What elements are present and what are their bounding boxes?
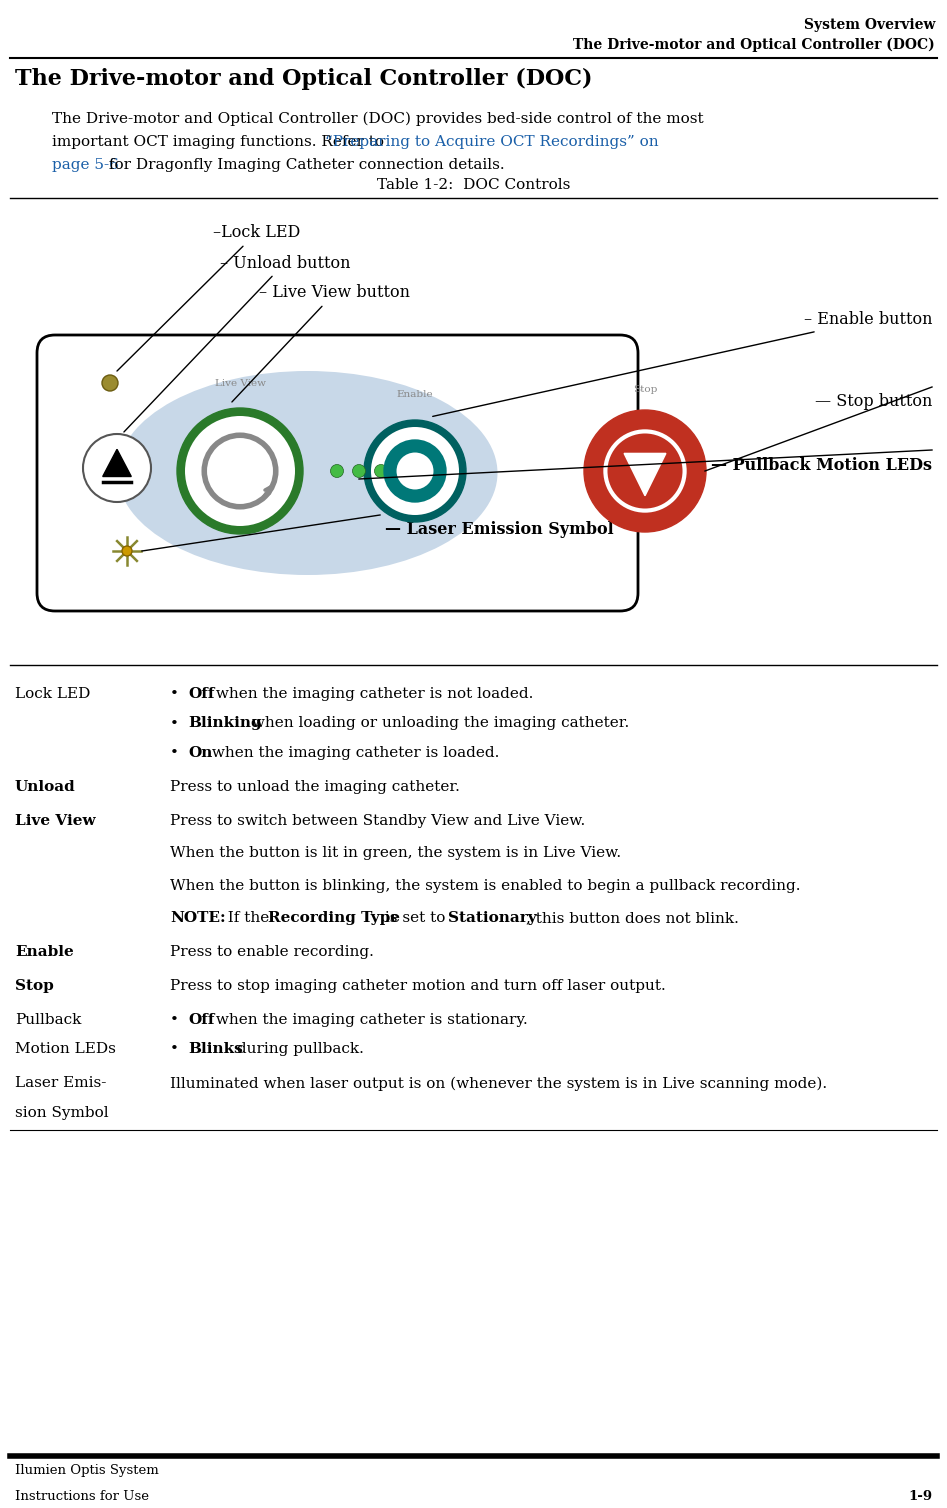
- Text: , this button does not blink.: , this button does not blink.: [526, 911, 739, 926]
- Circle shape: [371, 427, 459, 516]
- Text: If the: If the: [218, 911, 274, 926]
- Text: Press to unload the imaging catheter.: Press to unload the imaging catheter.: [170, 780, 460, 793]
- Text: Off: Off: [188, 1013, 215, 1027]
- Circle shape: [384, 439, 447, 502]
- Text: Unload: Unload: [15, 780, 76, 793]
- Text: Blinking: Blinking: [188, 716, 261, 730]
- Text: Press to stop imaging catheter motion and turn off laser output.: Press to stop imaging catheter motion an…: [170, 979, 666, 994]
- Text: •: •: [170, 716, 179, 730]
- Text: — Stop button: — Stop button: [814, 394, 932, 410]
- Text: Press to switch between Standby View and Live View.: Press to switch between Standby View and…: [170, 814, 585, 828]
- Text: – Live View button: – Live View button: [232, 285, 410, 403]
- Text: Ilumien Optis System: Ilumien Optis System: [15, 1464, 159, 1476]
- Text: page 5-6: page 5-6: [52, 158, 119, 172]
- Text: NOTE:: NOTE:: [170, 911, 225, 926]
- Text: Enable: Enable: [397, 391, 434, 400]
- Text: Blinks: Blinks: [188, 1042, 242, 1057]
- Text: — Pullback Motion LEDs: — Pullback Motion LEDs: [711, 457, 932, 474]
- Text: Stationary: Stationary: [448, 911, 537, 926]
- Text: Instructions for Use: Instructions for Use: [15, 1490, 149, 1503]
- Text: Live View: Live View: [15, 814, 96, 828]
- Circle shape: [122, 546, 132, 556]
- Circle shape: [374, 464, 387, 478]
- Text: When the button is blinking, the system is enabled to begin a pullback recording: When the button is blinking, the system …: [170, 879, 800, 893]
- Text: On: On: [188, 746, 212, 760]
- Text: Lock LED: Lock LED: [15, 688, 90, 701]
- Text: When the button is lit in green, the system is in Live View.: When the button is lit in green, the sys…: [170, 846, 621, 860]
- Circle shape: [397, 452, 434, 490]
- Text: during pullback.: during pullback.: [232, 1042, 364, 1057]
- Text: important OCT imaging functions. Refer to: important OCT imaging functions. Refer t…: [52, 136, 389, 149]
- Circle shape: [331, 464, 344, 478]
- Text: sion Symbol: sion Symbol: [15, 1105, 109, 1120]
- Text: –Lock LED: –Lock LED: [117, 225, 300, 371]
- Text: Stop: Stop: [633, 385, 657, 394]
- Text: •: •: [170, 746, 179, 760]
- Text: — Laser Emission Symbol: — Laser Emission Symbol: [385, 520, 614, 538]
- Text: – Unload button: – Unload button: [124, 255, 350, 431]
- Text: Off: Off: [188, 688, 215, 701]
- Circle shape: [584, 410, 706, 532]
- Circle shape: [177, 409, 303, 534]
- Text: •: •: [170, 688, 179, 701]
- Text: Illuminated when laser output is on (whenever the system is in Live scanning mod: Illuminated when laser output is on (whe…: [170, 1077, 827, 1090]
- Text: “Preparing to Acquire OCT Recordings” on: “Preparing to Acquire OCT Recordings” on: [325, 136, 658, 149]
- Text: is set to: is set to: [380, 911, 450, 926]
- Text: Enable: Enable: [15, 946, 74, 959]
- Text: – Enable button: – Enable button: [433, 312, 932, 416]
- Text: when the imaging catheter is not loaded.: when the imaging catheter is not loaded.: [211, 688, 533, 701]
- Polygon shape: [102, 449, 132, 477]
- Text: Recording Type: Recording Type: [268, 911, 400, 926]
- FancyBboxPatch shape: [37, 335, 638, 611]
- Text: •: •: [170, 1013, 179, 1027]
- Circle shape: [364, 421, 466, 522]
- Text: for Dragonfly Imaging Catheter connection details.: for Dragonfly Imaging Catheter connectio…: [104, 158, 505, 172]
- Text: 1-9: 1-9: [908, 1490, 932, 1503]
- Text: when loading or unloading the imaging catheter.: when loading or unloading the imaging ca…: [247, 716, 629, 730]
- Text: •: •: [170, 1042, 179, 1057]
- Text: when the imaging catheter is loaded.: when the imaging catheter is loaded.: [207, 746, 499, 760]
- Text: Pullback: Pullback: [15, 1013, 81, 1027]
- Text: when the imaging catheter is stationary.: when the imaging catheter is stationary.: [211, 1013, 527, 1027]
- Text: The Drive-motor and Optical Controller (DOC): The Drive-motor and Optical Controller (…: [15, 68, 593, 90]
- Text: The Drive-motor and Optical Controller (DOC): The Drive-motor and Optical Controller (…: [573, 38, 935, 53]
- Circle shape: [185, 416, 295, 526]
- Text: Press to enable recording.: Press to enable recording.: [170, 946, 374, 959]
- Text: Laser Emis-: Laser Emis-: [15, 1077, 106, 1090]
- Text: Live View: Live View: [215, 379, 265, 388]
- Text: System Overview: System Overview: [803, 18, 935, 32]
- Text: Table 1-2:  DOC Controls: Table 1-2: DOC Controls: [377, 178, 570, 192]
- Text: Motion LEDs: Motion LEDs: [15, 1042, 116, 1057]
- Ellipse shape: [117, 371, 497, 575]
- Circle shape: [102, 375, 118, 391]
- Circle shape: [352, 464, 366, 478]
- Polygon shape: [624, 454, 666, 496]
- Circle shape: [83, 434, 151, 502]
- Text: The Drive-motor and Optical Controller (DOC) provides bed-side control of the mo: The Drive-motor and Optical Controller (…: [52, 112, 704, 127]
- Text: Stop: Stop: [15, 979, 54, 994]
